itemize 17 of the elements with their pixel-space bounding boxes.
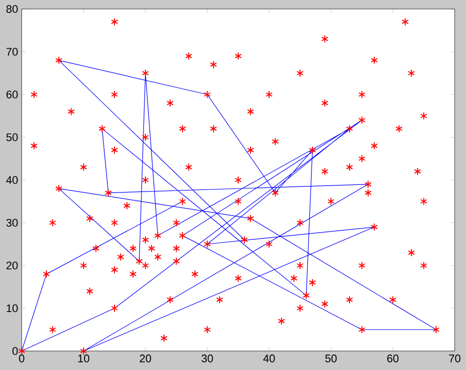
y-tick-label: 60 [6, 90, 18, 98]
y-tick-label: 0 [12, 347, 18, 355]
y-tick-label: 30 [6, 218, 18, 227]
y-tick-label: 10 [6, 304, 18, 312]
y-tick-label: 40 [6, 176, 18, 184]
x-tick-label: 0 [19, 354, 24, 362]
x-tick-label: 50 [325, 354, 337, 362]
x-tick-label: 70 [449, 354, 460, 362]
x-tick-label: 10 [78, 354, 90, 362]
x-tick-label: 20 [140, 354, 152, 362]
y-tick-label: 20 [6, 262, 18, 270]
y-tick-label: 80 [6, 5, 18, 13]
x-tick-label: 40 [263, 354, 275, 362]
y-tick-label: 70 [6, 48, 18, 56]
x-tick-label: 30 [202, 354, 213, 362]
y-tick-label: 50 [6, 133, 18, 142]
x-tick-label: 60 [387, 354, 399, 362]
